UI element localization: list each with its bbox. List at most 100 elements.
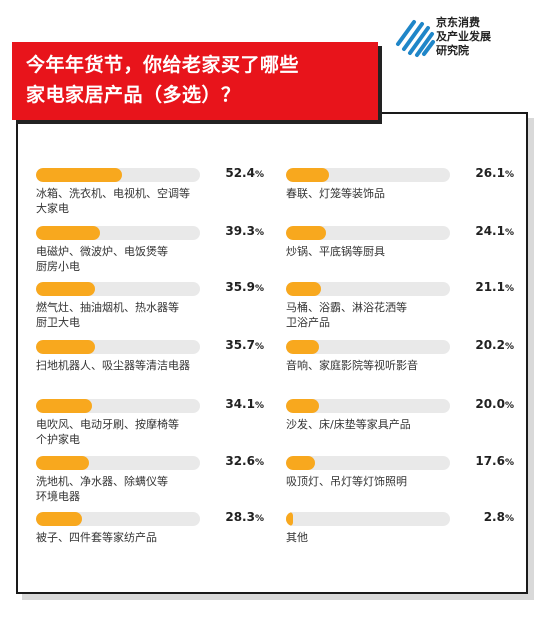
data-label: 20.2% xyxy=(475,338,514,352)
data-label: 52.4% xyxy=(225,166,264,180)
data-label: 2.8% xyxy=(483,510,514,524)
category-label: 洗地机、净水器、除螨仪等 环境电器 xyxy=(36,474,266,504)
unit-label: % xyxy=(504,284,514,294)
bar-track xyxy=(286,456,450,470)
data-label: 24.1% xyxy=(475,224,514,238)
brand: 京东消费 及产业发展 研究院 xyxy=(392,14,532,66)
category-label: 电吹风、电动牙刷、按摩椅等 个护家电 xyxy=(36,417,266,447)
brand-line: 及产业发展 xyxy=(436,30,491,43)
category-label: 沙发、床/床垫等家具产品 xyxy=(286,417,516,432)
category-label-line: 被子、四件套等家纺产品 xyxy=(36,531,157,544)
category-label-line: 洗地机、净水器、除螨仪等 xyxy=(36,475,168,488)
category-label: 电磁炉、微波炉、电饭煲等 厨房小电 xyxy=(36,244,266,274)
category-label: 吸顶灯、吊灯等灯饰照明 xyxy=(286,474,516,489)
bar-track xyxy=(36,168,200,182)
data-label: 39.3% xyxy=(225,224,264,238)
brand-logo-icon xyxy=(396,20,435,57)
unit-label: % xyxy=(504,170,514,180)
bar xyxy=(36,168,122,182)
bar-track xyxy=(36,282,200,296)
category-label: 燃气灶、抽油烟机、热水器等 厨卫大电 xyxy=(36,300,266,330)
unit-label: % xyxy=(504,458,514,468)
bar xyxy=(36,512,83,526)
category-label: 炒锅、平底锅等厨具 xyxy=(286,244,516,259)
data-label: 20.0% xyxy=(475,397,514,411)
category-label-line: 个护家电 xyxy=(36,433,80,446)
unit-label: % xyxy=(254,228,264,238)
category-label-line: 其他 xyxy=(286,531,308,544)
category-label-line: 春联、灯笼等装饰品 xyxy=(286,187,385,200)
bar-track xyxy=(286,399,450,413)
category-label-line: 电吹风、电动牙刷、按摩椅等 xyxy=(36,418,179,431)
bar-track xyxy=(286,168,450,182)
category-label-line: 扫地机器人、吸尘器等清洁电器 xyxy=(36,359,190,372)
data-label: 32.6% xyxy=(225,454,264,468)
data-label: 35.9% xyxy=(225,280,264,294)
category-label-line: 音响、家庭影院等视听影音 xyxy=(286,359,418,372)
title-line-1: 今年年货节，你给老家买了哪些 xyxy=(26,54,300,76)
bar-track xyxy=(36,340,200,354)
unit-label: % xyxy=(254,401,264,411)
chart-panel: 52.4% 冰箱、洗衣机、电视机、空调等 大家电 39.3% 电磁炉、微波炉、电饭煲等厨… xyxy=(16,112,528,594)
bar-track xyxy=(36,399,200,413)
unit-label: % xyxy=(504,514,514,524)
bar xyxy=(36,399,92,413)
bar-track xyxy=(286,340,450,354)
bar xyxy=(286,456,315,470)
unit-label: % xyxy=(254,284,264,294)
bar-track xyxy=(286,512,450,526)
category-label-line: 厨房小电 xyxy=(36,260,80,273)
bar xyxy=(286,226,326,240)
bar xyxy=(286,399,319,413)
category-label-line: 环境电器 xyxy=(36,490,80,503)
category-label-line: 冰箱、洗衣机、电视机、空调等 xyxy=(36,187,190,200)
unit-label: % xyxy=(254,458,264,468)
category-label: 冰箱、洗衣机、电视机、空调等 大家电 xyxy=(36,186,266,216)
category-label: 春联、灯笼等装饰品 xyxy=(286,186,516,201)
category-label-line: 厨卫大电 xyxy=(36,316,80,329)
bar xyxy=(36,340,95,354)
page-title: 今年年货节，你给老家买了哪些 家电家居产品（多选）？ xyxy=(26,50,299,110)
brand-name: 京东消费 及产业发展 研究院 xyxy=(436,16,491,58)
category-label-line: 炒锅、平底锅等厨具 xyxy=(286,245,385,258)
unit-label: % xyxy=(254,342,264,352)
bar xyxy=(36,282,95,296)
unit-label: % xyxy=(504,342,514,352)
bar-track xyxy=(286,226,450,240)
title-card: 今年年货节，你给老家买了哪些 家电家居产品（多选）？ xyxy=(12,42,378,120)
category-label: 被子、四件套等家纺产品 xyxy=(36,530,266,545)
category-label: 扫地机器人、吸尘器等清洁电器 xyxy=(36,358,266,373)
bar-track xyxy=(36,226,200,240)
brand-line: 研究院 xyxy=(436,44,469,57)
category-label: 马桶、浴霸、淋浴花洒等 卫浴产品 xyxy=(286,300,516,330)
category-label: 其他 xyxy=(286,530,516,545)
unit-label: % xyxy=(504,228,514,238)
title-line-2: 家电家居产品（多选）？ xyxy=(26,84,241,106)
bar xyxy=(286,512,293,526)
bar xyxy=(286,282,321,296)
category-label-line: 卫浴产品 xyxy=(286,316,330,329)
data-label: 17.6% xyxy=(475,454,514,468)
unit-label: % xyxy=(504,401,514,411)
bar-track xyxy=(36,456,200,470)
data-label: 35.7% xyxy=(225,338,264,352)
bar-track xyxy=(36,512,200,526)
bar xyxy=(36,456,90,470)
data-label: 26.1% xyxy=(475,166,514,180)
brand-line: 京东消费 xyxy=(436,16,480,29)
category-label-line: 沙发、床/床垫等家具产品 xyxy=(286,418,411,431)
category-label-line: 电磁炉、微波炉、电饭煲等 xyxy=(36,245,168,258)
bar xyxy=(286,168,329,182)
data-label: 34.1% xyxy=(225,397,264,411)
category-label-line: 吸顶灯、吊灯等灯饰照明 xyxy=(286,475,407,488)
unit-label: % xyxy=(254,514,264,524)
category-label-line: 马桶、浴霸、淋浴花洒等 xyxy=(286,301,407,314)
category-label-line: 大家电 xyxy=(36,202,69,215)
data-label: 21.1% xyxy=(475,280,514,294)
category-label: 音响、家庭影院等视听影音 xyxy=(286,358,516,373)
bar-track xyxy=(286,282,450,296)
bar xyxy=(36,226,101,240)
unit-label: % xyxy=(254,170,264,180)
data-label: 28.3% xyxy=(225,510,264,524)
bar xyxy=(286,340,320,354)
